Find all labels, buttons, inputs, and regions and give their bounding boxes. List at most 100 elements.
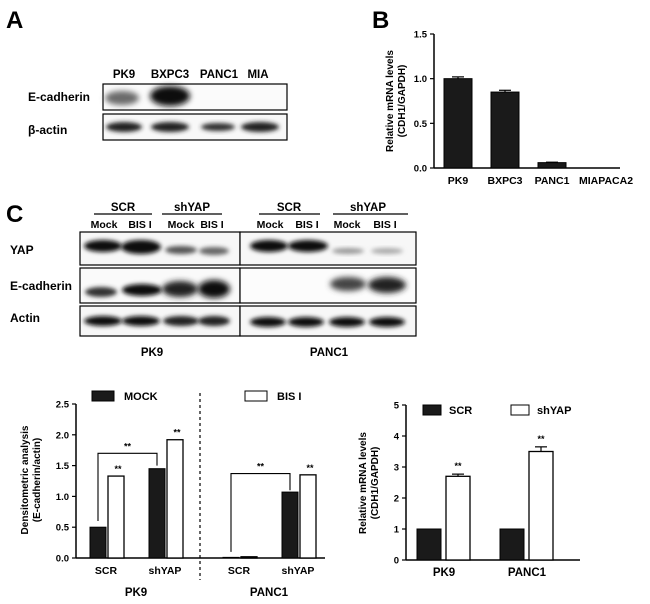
y-axis-label-line: Relative mRNA levels	[358, 432, 369, 534]
blot-c-actin	[79, 305, 417, 337]
y-tick-label: 5	[394, 401, 400, 412]
y-axis-label-line: Densitometric analysis	[20, 425, 31, 534]
y-tick-label: 2	[394, 494, 399, 505]
chart-b: 0.0 0.5 1.0 1.5 Relative mRNA levels(CDH1/GA…	[385, 30, 633, 188]
blot-c-cell-panc1: PANC1	[310, 347, 349, 359]
y-axis-label: Densitometric analysis(E-cadherin/actin)	[20, 425, 43, 534]
y-tick-label: 0	[394, 556, 399, 567]
bar-mock	[281, 491, 299, 559]
y-tick-label: 1	[394, 525, 400, 536]
x-category-label: PANC1	[508, 567, 547, 579]
y-tick-label: 0.5	[414, 119, 428, 130]
blot-c-lane: Mock	[168, 219, 195, 231]
y-axis-label: Relative mRNA levels(CDH1/GAPDH)	[358, 432, 381, 534]
blot-a-row-actin: β-actin	[28, 123, 67, 137]
y-tick-label: 0.0	[414, 164, 427, 175]
bar-mock	[89, 526, 107, 559]
blot-a-lane-bxpc3: BXPC3	[151, 69, 189, 81]
x-category-label: MIAPACA2	[579, 175, 633, 187]
blot-c-lane: BIS I	[128, 219, 151, 231]
band	[241, 122, 279, 132]
y-tick-label: 0.5	[56, 523, 70, 534]
comparison-bracket	[230, 473, 291, 552]
blot-c-group-scr-panc1: SCR	[277, 202, 302, 214]
blot-a-lane-panc1: PANC1	[200, 69, 239, 81]
bar-bisi	[299, 474, 317, 559]
chart-c-left: 0.0 0.5 1.0 1.5 2.0 2.5 Densitometric analysis…	[20, 390, 325, 599]
bar-shyap	[528, 450, 554, 561]
y-axis-label: Relative mRNA levels(CDH1/GAPDH)	[385, 50, 408, 152]
significance-mark: **	[124, 441, 132, 451]
significance-mark: **	[537, 434, 545, 444]
legend-swatch-bisi	[244, 390, 268, 402]
legend-swatch-scr	[422, 404, 442, 416]
y-tick-label: 2.0	[56, 430, 69, 441]
x-category-label: PK9	[448, 175, 469, 187]
blot-c-cell-pk9: PK9	[141, 347, 163, 359]
band	[105, 91, 139, 105]
blot-a-ecadherin	[102, 83, 288, 111]
panel-b-label: B	[372, 7, 389, 34]
bar	[537, 162, 567, 169]
bar-scr	[416, 528, 442, 561]
x-category-label: PK9	[433, 567, 455, 579]
blot-c-lane: BIS I	[200, 219, 223, 231]
bar-bisi	[107, 475, 125, 559]
y-tick-label: 1.5	[56, 461, 70, 472]
blot-c-group-shyap-pk9: shYAP	[174, 202, 210, 214]
bar-bisi	[166, 439, 184, 559]
bar	[443, 78, 473, 169]
band	[106, 122, 142, 132]
legend-label-scr: SCR	[449, 405, 472, 417]
panel-a-label: A	[6, 7, 23, 34]
band	[150, 86, 190, 106]
bar	[490, 91, 520, 169]
blot-c-yap	[79, 231, 417, 266]
blot-c-lane: BIS I	[373, 219, 396, 231]
y-tick-label: 0.0	[56, 554, 69, 565]
chart-c-right: 0 1 2 3 4 5 Relative mRNA levels(CDH1/GAPDH) SC…	[358, 401, 580, 579]
bar-mock	[148, 468, 166, 559]
comparison-bracket	[97, 452, 158, 522]
y-axis-label-line: (CDH1/GAPDH)	[397, 65, 408, 138]
y-tick-label: 4	[394, 432, 400, 443]
y-tick-label: 1.0	[56, 492, 69, 503]
band	[201, 123, 235, 131]
blot-c-lane: Mock	[91, 219, 118, 231]
group-label-pk9: PK9	[125, 587, 147, 599]
y-tick-label: 1.5	[414, 30, 428, 41]
group-label-panc1: PANC1	[250, 587, 289, 599]
significance-mark: **	[114, 464, 122, 474]
y-tick-label: 2.5	[56, 400, 70, 411]
significance-mark: **	[257, 462, 265, 472]
y-axis-label-line: Relative mRNA levels	[385, 50, 396, 152]
y-axis-label-line: (CDH1/GAPDH)	[370, 447, 381, 520]
significance-mark: **	[306, 463, 314, 473]
blot-c-row-actin: Actin	[10, 311, 40, 325]
significance-mark: **	[173, 428, 181, 438]
blot-c-headers: SCR shYAP SCR shYAP Mock BIS I Mock BIS …	[91, 202, 408, 231]
blot-a-lane-pk9: PK9	[113, 69, 135, 81]
blot-c-ecadherin	[79, 267, 417, 304]
panel-c-label: C	[6, 201, 23, 228]
blot-a-lane-labels: PK9 BXPC3 PANC1 MIA	[113, 69, 269, 81]
x-category-label: SCR	[95, 565, 118, 577]
blot-c-group-scr-pk9: SCR	[111, 202, 136, 214]
y-tick-label: 3	[394, 463, 399, 474]
x-category-label: BXPC3	[487, 175, 522, 187]
blot-a-lane-mia: MIA	[247, 69, 268, 81]
x-category-label: PANC1	[535, 175, 570, 187]
significance-mark: **	[454, 461, 462, 471]
y-tick-label: 1.0	[414, 74, 427, 85]
band	[151, 122, 189, 132]
x-category-label: shYAP	[149, 565, 182, 577]
bar-bisi	[240, 556, 258, 559]
blot-c-group-shyap-panc1: shYAP	[350, 202, 386, 214]
legend-label-shyap: shYAP	[537, 405, 571, 417]
bar-scr	[499, 528, 525, 561]
blot-c-lane: Mock	[257, 219, 284, 231]
legend-label-mock: MOCK	[124, 391, 158, 403]
legend-swatch-shyap	[510, 404, 530, 416]
blot-c-lane: Mock	[334, 219, 361, 231]
